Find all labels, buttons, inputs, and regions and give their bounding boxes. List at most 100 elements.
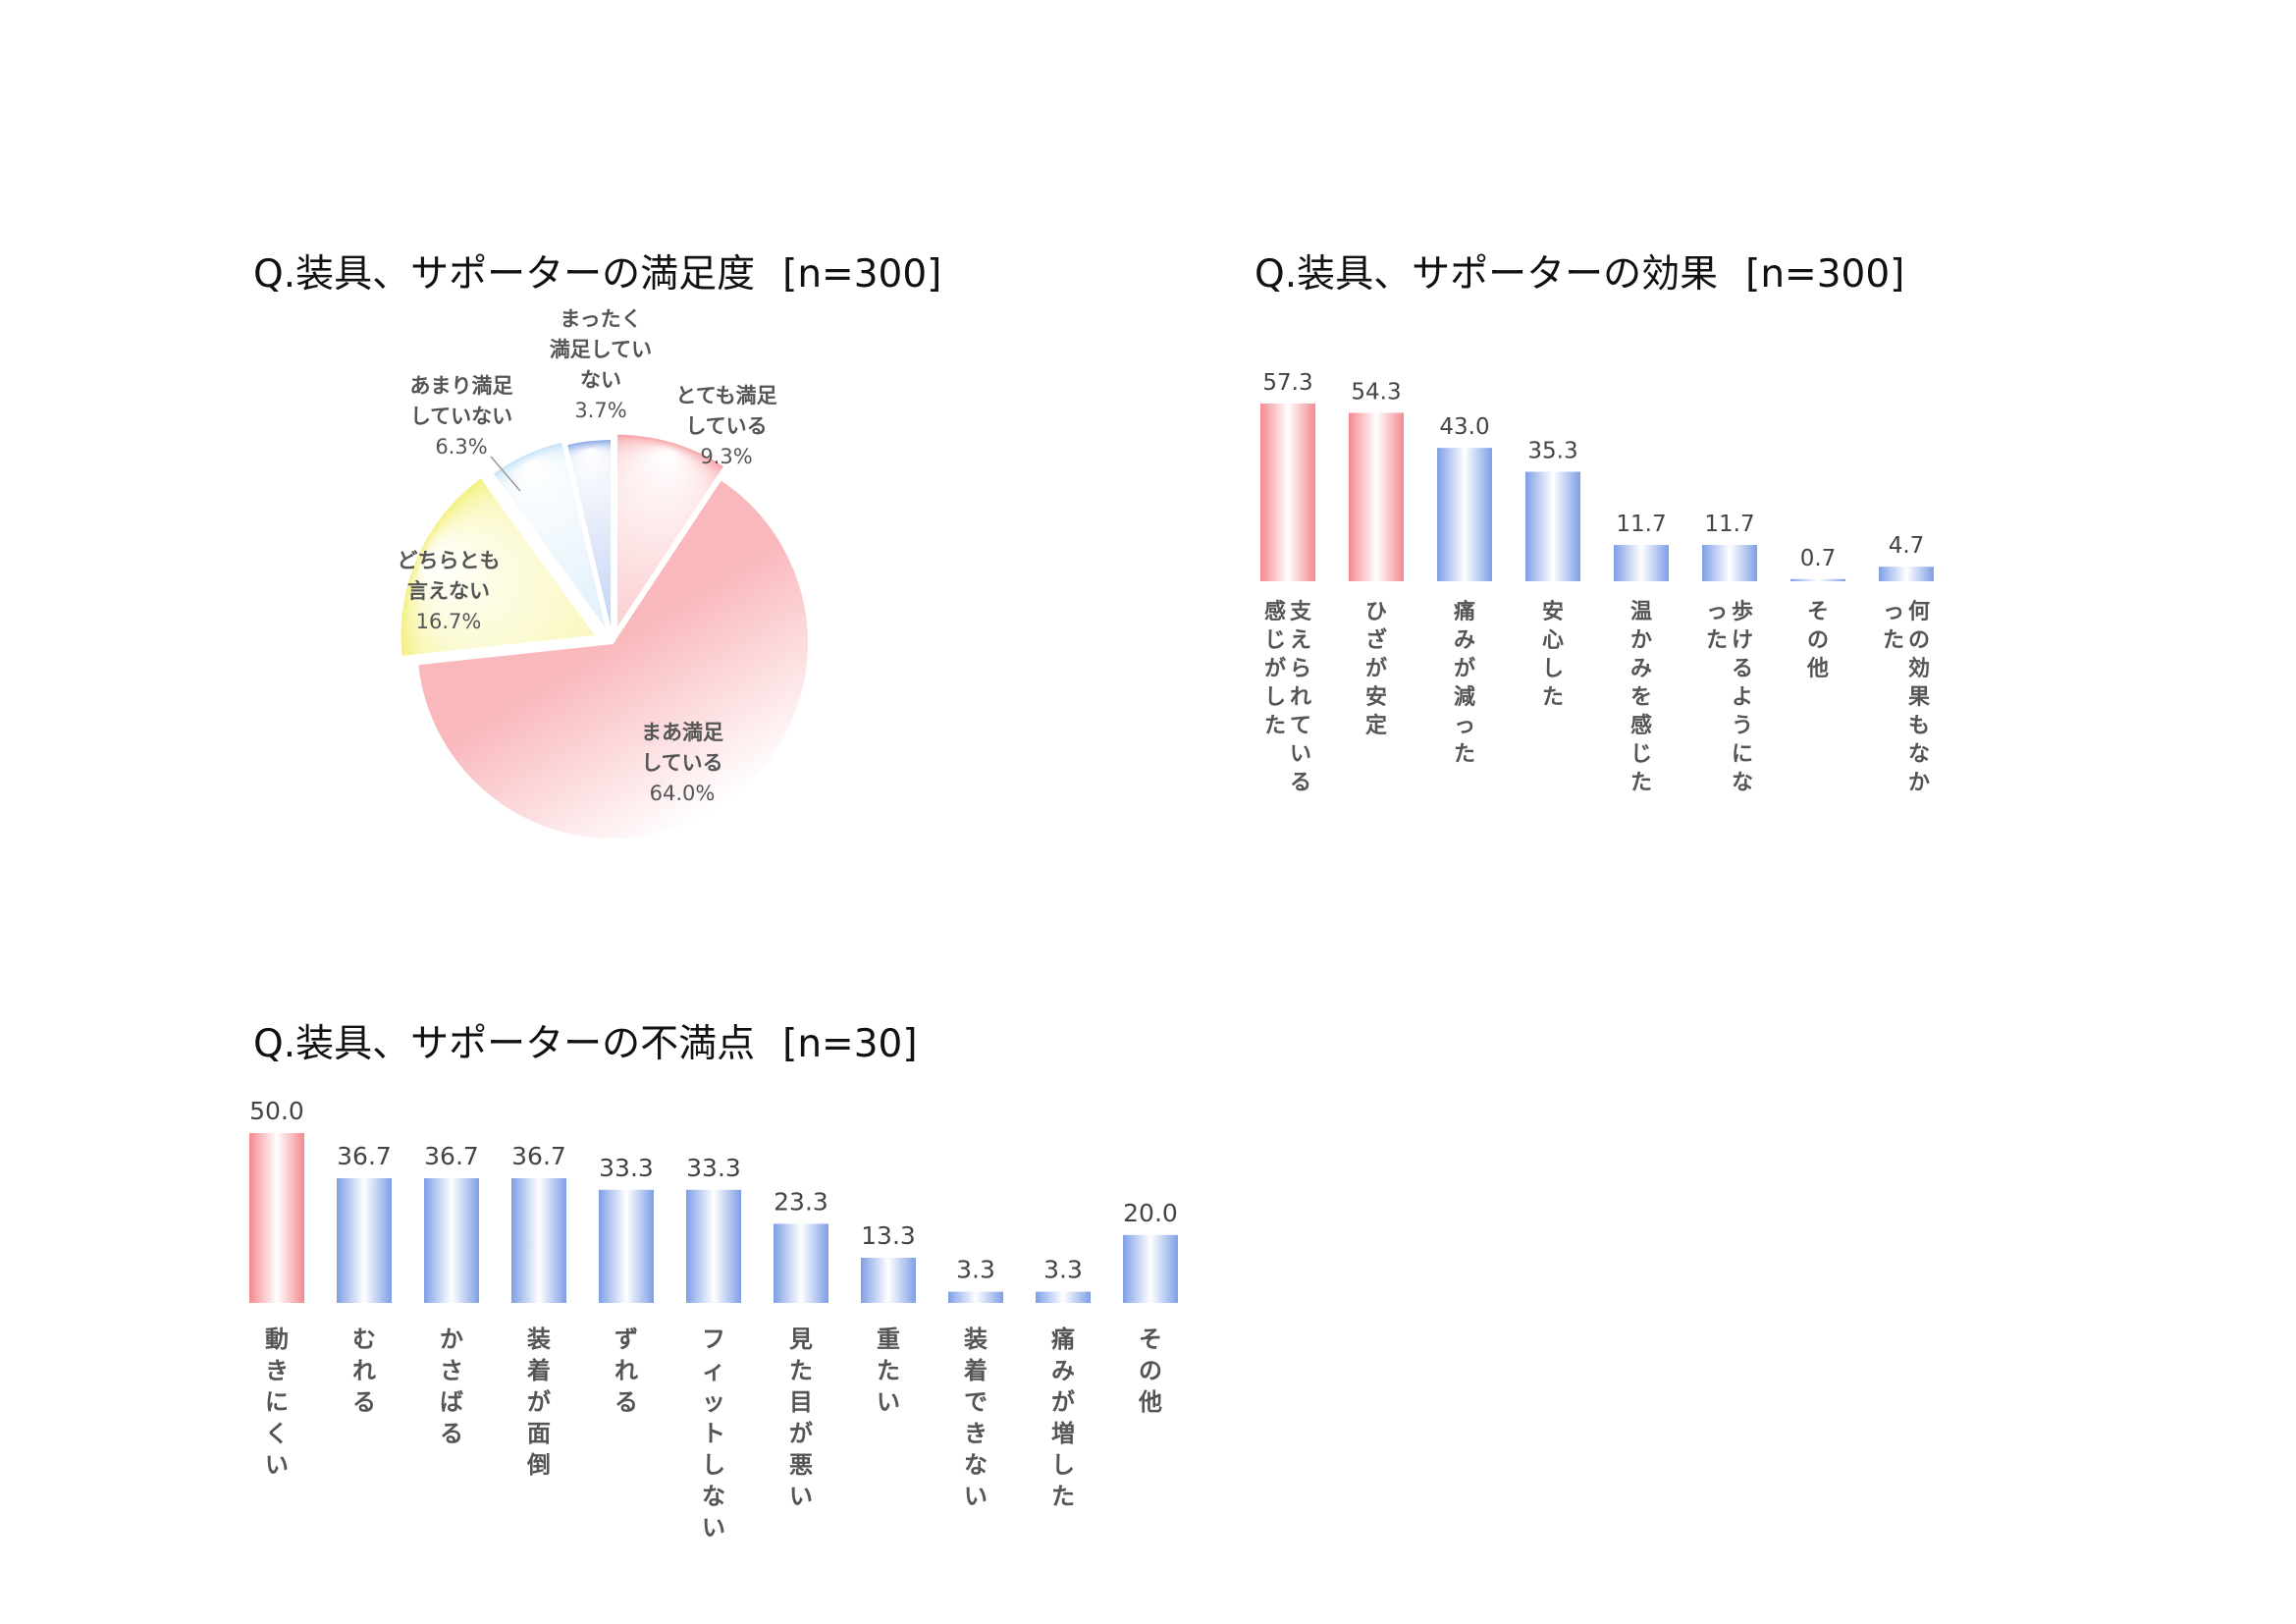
pie-slice <box>416 477 810 840</box>
bar <box>511 1178 566 1303</box>
svg-text:た: た <box>1883 628 1904 653</box>
svg-text:そ: そ <box>1807 600 1829 624</box>
bar <box>1879 567 1934 581</box>
svg-text:ひ: ひ <box>1365 600 1387 624</box>
bar-category-label: その他 <box>1138 1326 1162 1416</box>
pie-title-text: Q.装具、サポーターの満足度 <box>253 252 756 297</box>
bar-category-label: ずれる <box>614 1326 638 1416</box>
svg-text:着: 着 <box>527 1357 551 1384</box>
pie-slice <box>615 432 726 633</box>
svg-text:た: た <box>1264 714 1286 738</box>
svg-text:何: 何 <box>1908 599 1930 624</box>
svg-text:目: 目 <box>789 1388 813 1416</box>
satisfaction-pie-chart: とても満足している 9.3% まあ満足している 64.0% どちらとも言えない 16.7%… <box>398 307 810 840</box>
bar-value-label: 57.3 <box>1262 370 1312 396</box>
svg-text:効: 効 <box>1908 656 1930 681</box>
effect-bar-chart: 57.3支えられている感じがした54.3ひざが安定43.0痛みが減った35.3安… <box>1260 370 1934 795</box>
dissatisfaction-n-label: [n=30] <box>782 1022 918 1066</box>
svg-text:う: う <box>1732 714 1753 738</box>
svg-text:で: で <box>964 1388 988 1416</box>
svg-text:よ: よ <box>1732 685 1753 710</box>
pie-slice-label: とても満足している 9.3% <box>675 384 776 468</box>
svg-text:た: た <box>877 1357 900 1384</box>
bar <box>1525 471 1580 581</box>
svg-text:歩: 歩 <box>1732 600 1753 624</box>
svg-text:く: く <box>265 1420 289 1447</box>
svg-text:え: え <box>1290 628 1311 653</box>
svg-text:見: 見 <box>789 1326 813 1353</box>
svg-text:感: 感 <box>1630 713 1652 738</box>
svg-text:安: 安 <box>1365 684 1387 710</box>
bar-value-label: 50.0 <box>249 1097 304 1125</box>
svg-text:か: か <box>1908 771 1930 795</box>
svg-text:し: し <box>702 1451 725 1479</box>
svg-text:た: た <box>1706 628 1728 653</box>
svg-text:の: の <box>1139 1357 1162 1384</box>
svg-text:き: き <box>265 1357 289 1384</box>
svg-text:て: て <box>1290 714 1311 738</box>
bar-value-label: 33.3 <box>686 1154 741 1182</box>
bar-value-label: 0.7 <box>1800 546 1837 571</box>
svg-text:み: み <box>1051 1357 1075 1384</box>
bar <box>1036 1291 1091 1303</box>
svg-text:の: の <box>1908 628 1930 653</box>
svg-text:ト: ト <box>702 1420 725 1447</box>
svg-text:る: る <box>614 1388 638 1416</box>
svg-text:が: が <box>527 1388 551 1416</box>
svg-text:面: 面 <box>527 1420 551 1447</box>
pie-slice <box>564 438 614 636</box>
pie-slice-label: まったく満足していない 3.7% <box>550 307 652 422</box>
svg-text:る: る <box>440 1420 463 1447</box>
svg-text:痛: 痛 <box>1051 1326 1075 1353</box>
svg-text:重: 重 <box>877 1326 900 1353</box>
bar-value-label: 23.3 <box>774 1187 828 1216</box>
svg-text:他: 他 <box>1806 657 1829 681</box>
bar <box>1123 1234 1178 1303</box>
svg-text:い: い <box>789 1483 813 1510</box>
svg-text:に: に <box>265 1388 289 1416</box>
svg-text:い: い <box>265 1451 289 1479</box>
bar-value-label: 36.7 <box>424 1142 479 1170</box>
bar-value-label: 36.7 <box>337 1142 392 1170</box>
bar-category-label: 重たい <box>877 1326 900 1416</box>
svg-text:そ: そ <box>1139 1326 1162 1353</box>
dissatisfaction-title-text: Q.装具、サポーターの不満点 <box>253 1022 756 1066</box>
svg-text:ら: ら <box>1290 657 1311 681</box>
svg-text:た: た <box>789 1357 813 1384</box>
svg-text:た: た <box>1630 771 1652 795</box>
svg-text:装: 装 <box>527 1326 551 1353</box>
svg-text:が: が <box>1051 1388 1075 1416</box>
svg-text:が: が <box>1264 656 1286 681</box>
bar-value-label: 43.0 <box>1439 414 1489 440</box>
svg-text:定: 定 <box>1365 713 1387 738</box>
svg-text:動: 動 <box>265 1326 289 1353</box>
svg-text:る: る <box>352 1388 376 1416</box>
svg-text:支: 支 <box>1290 600 1312 624</box>
pie-slice <box>399 475 599 659</box>
bar <box>861 1257 916 1303</box>
svg-text:に: に <box>1732 742 1753 767</box>
bar <box>686 1189 741 1303</box>
svg-text:っ: っ <box>1706 600 1728 624</box>
svg-text:を: を <box>1630 685 1652 710</box>
svg-text:ィ: ィ <box>702 1357 725 1384</box>
svg-text:温: 温 <box>1630 600 1652 624</box>
svg-text:れ: れ <box>1290 685 1311 710</box>
svg-text:痛: 痛 <box>1454 599 1475 624</box>
svg-text:な: な <box>702 1483 725 1510</box>
bar <box>774 1223 828 1303</box>
svg-text:ず: ず <box>614 1326 638 1353</box>
svg-text:心: 心 <box>1542 628 1564 653</box>
svg-text:ッ: ッ <box>702 1388 725 1416</box>
bar <box>599 1189 654 1303</box>
svg-text:み: み <box>1454 628 1475 653</box>
svg-text:な: な <box>1732 771 1753 795</box>
svg-text:減: 減 <box>1454 685 1475 710</box>
